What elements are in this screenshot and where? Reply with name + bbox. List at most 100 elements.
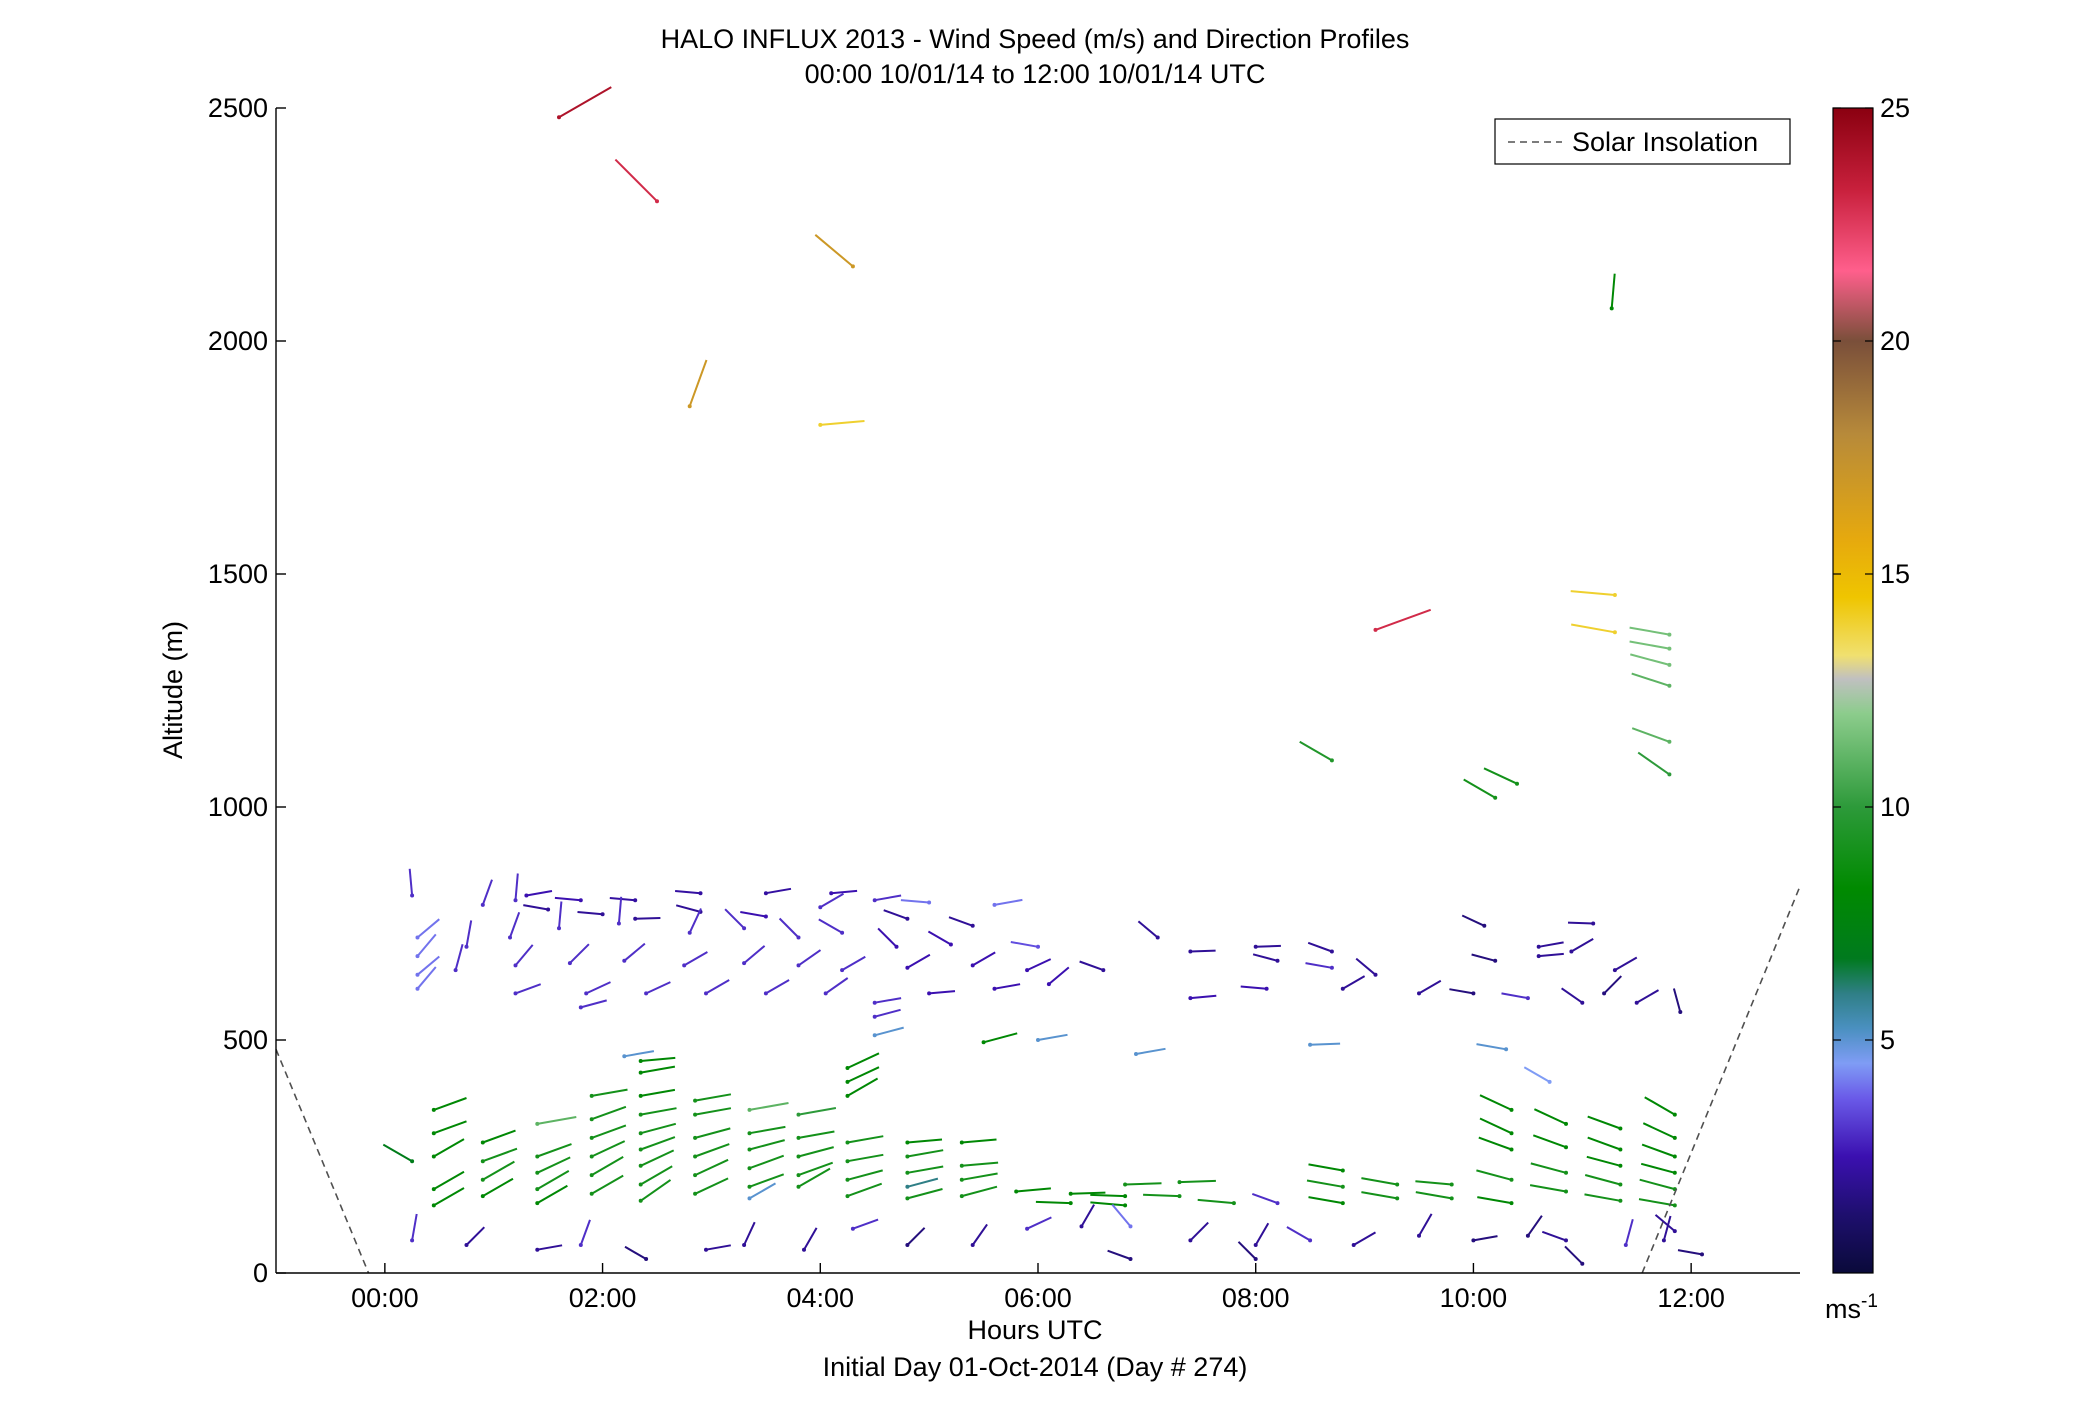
wind-barb [617, 896, 623, 924]
wind-barb [983, 1032, 1018, 1044]
wind-barb [1587, 1115, 1621, 1130]
wind-barb [874, 997, 902, 1004]
wind-barb-origin [453, 968, 458, 973]
wind-barb [1310, 1042, 1341, 1046]
wind-barb-origin [1123, 1194, 1128, 1199]
wind-barb [749, 1102, 789, 1111]
wind-barb-origin [850, 264, 855, 269]
wind-barb-origin [589, 1117, 594, 1122]
wind-barb-origin [981, 1040, 986, 1045]
wind-barb [640, 1149, 675, 1167]
wind-barb-origin [578, 1005, 583, 1010]
wind-barb [1037, 1033, 1068, 1041]
wind-barb [874, 1008, 901, 1018]
wind-barb [1584, 1193, 1621, 1202]
wind-barb [743, 1221, 756, 1246]
wind-barb [1538, 952, 1564, 958]
wind-barb-origin [742, 1243, 747, 1247]
wind-barb [416, 966, 437, 990]
wind-barb [482, 1147, 518, 1163]
wind-barb-origin [1471, 1238, 1476, 1243]
wind-barb-origin [508, 935, 512, 940]
wind-barb [972, 951, 996, 967]
wind-barb-origin [1569, 949, 1574, 954]
wind-barb-origin [431, 1131, 436, 1136]
wind-barb-origin [513, 898, 518, 903]
wind-barb [1237, 1241, 1257, 1260]
wind-barb [749, 1173, 785, 1188]
wind-barb [740, 911, 767, 918]
wind-barb [971, 1223, 988, 1246]
wind-barb [1567, 921, 1594, 925]
wind-barb [1483, 767, 1518, 785]
wind-barb-origin [1564, 1121, 1568, 1126]
wind-barb [1111, 1203, 1132, 1228]
wind-barb [1476, 1169, 1512, 1181]
wind-barb [1251, 1192, 1278, 1205]
wind-barb [1252, 953, 1278, 962]
wind-barb [798, 1161, 834, 1177]
wind-barb-origin [1308, 1042, 1313, 1047]
wind-barb [1048, 966, 1070, 985]
wind-barb [1630, 653, 1670, 666]
wind-barb-origin [480, 1194, 485, 1199]
wind-barb-origin [480, 1159, 485, 1164]
colorbar-tick-label: 20 [1880, 326, 1910, 356]
wind-barb [994, 983, 1021, 990]
legend-entry-solar-insolation: Solar Insolation [1572, 127, 1758, 157]
wind-barb-origin [616, 921, 621, 926]
wind-barb-origin [1231, 1201, 1236, 1206]
wind-barb [569, 943, 590, 964]
wind-barb [509, 911, 521, 938]
y-tick-label: 500 [223, 1025, 268, 1055]
wind-barb [1571, 623, 1616, 634]
wind-barb [514, 944, 534, 967]
wind-barb-origin [1623, 1243, 1628, 1247]
wind-barb-origin [704, 1247, 708, 1252]
wind-barb [1479, 1117, 1512, 1135]
wind-barb-origin [872, 898, 877, 903]
wind-barb-origin [410, 893, 415, 898]
wind-barb [1026, 958, 1052, 972]
wind-barb [591, 1124, 627, 1139]
wind-barb [1305, 962, 1333, 969]
wind-barb [694, 1107, 732, 1116]
wind-barb [705, 979, 730, 995]
wind-barb [515, 983, 542, 995]
wind-barb-origin [1509, 1131, 1514, 1136]
colorbar-tick-label: 10 [1880, 792, 1910, 822]
wind-barb [1137, 920, 1159, 939]
wind-barb-origin [1046, 982, 1051, 987]
wind-barb-origin [638, 1093, 643, 1098]
wind-barb [1642, 1122, 1676, 1139]
wind-barb-origin [1395, 1196, 1400, 1201]
wind-barb-origin [535, 1247, 540, 1252]
wind-barb-origin [1667, 683, 1672, 688]
wind-barb [624, 1050, 655, 1058]
wind-barb [1624, 1218, 1634, 1246]
wind-barb [433, 1120, 467, 1135]
wind-barb [1254, 1222, 1270, 1246]
wind-barb [514, 873, 519, 901]
y-tick-label: 0 [253, 1258, 268, 1288]
wind-barb [749, 1139, 785, 1151]
wind-barb-origin [1449, 1182, 1454, 1187]
wind-barb [883, 909, 908, 920]
wind-barb-origin [1564, 1145, 1568, 1150]
wind-barb [645, 981, 671, 995]
wind-barb-origin [644, 1257, 649, 1261]
wind-barb [820, 420, 865, 426]
wind-barb [482, 1177, 514, 1197]
x-tick-label: 02:00 [569, 1283, 637, 1313]
wind-barb [1570, 938, 1594, 953]
wind-barb [580, 999, 607, 1009]
colorbar-ticks: 5 10 15 20 25 [1833, 93, 1910, 1055]
wind-barb-origin [1672, 1154, 1677, 1159]
wind-barb [749, 1182, 776, 1200]
wind-barb [852, 1218, 879, 1230]
wind-barb [1375, 608, 1432, 631]
wind-barb [1418, 979, 1442, 995]
wind-barb-origin [948, 942, 953, 947]
wind-barb [536, 1170, 570, 1190]
